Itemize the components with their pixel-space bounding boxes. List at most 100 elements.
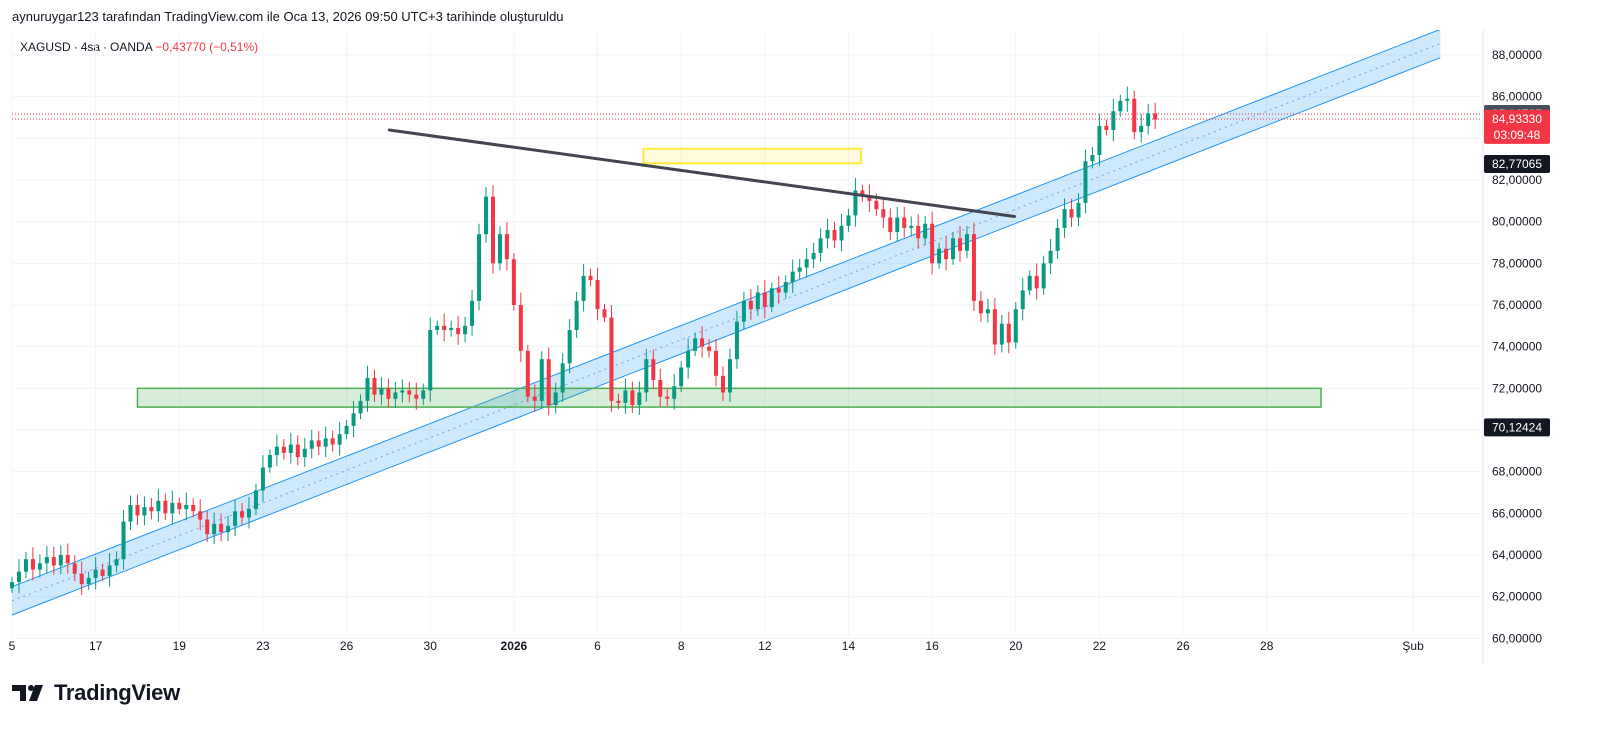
time-tick-label: 12 [758,639,772,653]
candle [386,378,391,408]
candle-body [532,396,537,401]
candle [156,488,161,522]
candle-body [992,309,997,345]
candle-body [240,511,245,518]
candle [1034,263,1039,300]
candle-body [609,317,614,401]
candle-body [414,394,419,399]
candle-body [839,225,844,241]
price-tick-label: 64,00000 [1492,548,1542,562]
candle-body [100,569,105,576]
price-tick-label: 60,00000 [1492,631,1542,645]
candle-body [205,519,210,535]
candle-body [274,446,279,455]
candle [149,498,154,520]
candle-body [700,338,705,347]
candle-body [860,190,865,197]
candle [72,555,77,582]
candle-body [567,330,572,364]
price-label-bg [1484,109,1550,144]
candle-body [881,209,886,218]
candle [177,497,182,515]
resistance-zone [642,147,863,165]
price-tick-label: 74,00000 [1492,340,1542,354]
price-chart[interactable]: 60,00000 62,00000 64,00000 66,00000 68,00000… [0,30,1600,670]
candle-body [734,321,739,360]
time-tick-label: 26 [1176,639,1190,653]
candle-body [957,238,962,251]
candle-body [1090,155,1095,162]
candle [1153,102,1158,129]
candle-body [233,511,238,526]
candle-body [323,438,328,447]
candle [888,208,893,241]
price-label: 82,77065 [1484,154,1550,173]
candle-body [637,392,642,405]
candle-body [463,325,468,335]
candle-body [672,386,677,399]
candle-body [330,438,335,445]
candle-body [818,238,823,253]
candle [790,259,795,293]
candle-body [797,267,802,272]
candle-body [1118,100,1123,112]
candle [511,253,516,311]
candle [602,303,607,323]
candle-body [226,525,231,533]
candle-body [107,565,112,576]
candle [428,317,433,402]
candle [30,547,35,581]
candle-body [16,571,21,583]
candle-body [588,275,593,280]
chart-attribution: aynuruygar123 tarafından TradingView.com… [12,9,564,24]
candle-body [281,446,286,453]
candle [539,351,544,409]
candle-body [978,300,983,314]
candle [1125,86,1130,112]
candle [734,310,739,369]
candle [1146,103,1151,135]
candle [37,554,42,578]
candle [637,381,642,415]
candle [665,388,670,407]
price-tick-label: 62,00000 [1492,590,1542,604]
candle [100,563,105,582]
candle-body [1013,309,1018,343]
price-tick-label: 88,00000 [1492,48,1542,62]
candle-body [595,280,600,310]
candle [456,316,461,345]
candle-body [916,225,921,239]
candle-body [999,323,1004,345]
candle [288,432,293,464]
candle-body [442,325,447,330]
candle-body [1097,125,1102,155]
candle [226,515,231,542]
candle-body [372,377,377,395]
candle-body [288,444,293,453]
candle-body [623,390,628,403]
candle-body [212,523,217,535]
candle [16,559,21,594]
candle-body [470,300,475,326]
chart-drawings [11,30,1480,616]
candle-body [686,350,691,368]
candle-body [365,377,370,401]
tradingview-logo[interactable]: TradingView [12,680,180,706]
candle [79,561,84,596]
symbol-ticker[interactable]: XAGUSD [20,40,71,54]
candle-body [316,440,321,447]
candle [1041,256,1046,295]
candle-body [714,350,719,376]
candle-body [1027,275,1032,291]
price-change: −0,43770 (−0,51%) [155,40,259,54]
candle [651,349,656,389]
candle-body [37,563,42,570]
symbol-info[interactable]: XAGUSD · 4sa · OANDA −0,43770 (−0,51%) [20,40,259,54]
time-tick-label: 23 [256,639,270,653]
candle [804,247,809,278]
candle [184,492,189,521]
candle [323,426,328,458]
candle [1020,277,1025,321]
candle-body [874,200,879,210]
candle [518,292,523,363]
